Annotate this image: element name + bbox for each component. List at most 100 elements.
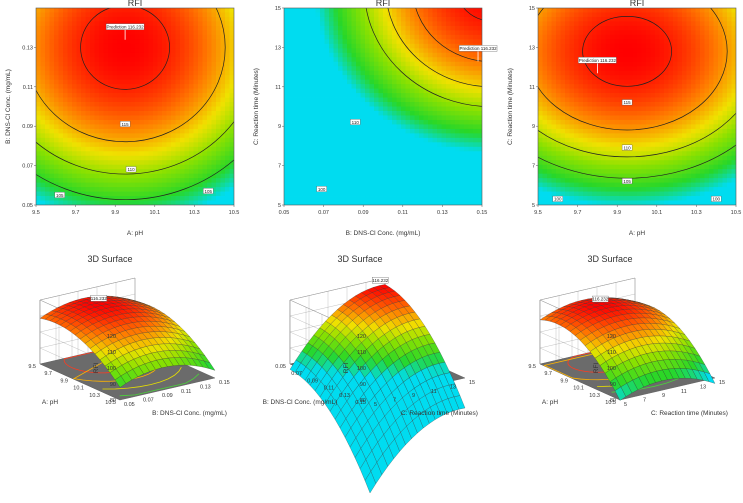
surface-plot-2: 3D Surface8090100110120RFI0.050.070.090.… xyxy=(263,254,478,493)
x1-tick-label: 0.09 xyxy=(307,378,318,384)
z-tick-label: 120 xyxy=(107,334,116,340)
contour-label: 115 xyxy=(624,100,632,105)
chart-title: 3D Surface xyxy=(587,254,632,264)
y-tick-label: 11 xyxy=(529,85,535,91)
contour-heatmap xyxy=(284,8,482,205)
x1-tick-label: 9.9 xyxy=(560,378,568,384)
y-tick-label: 7 xyxy=(532,164,535,170)
y-tick-label: 7 xyxy=(278,164,281,170)
y-axis-label: C: Reaction time (Minutes) xyxy=(507,68,514,145)
x2-tick-label: 0.13 xyxy=(200,384,211,390)
x2-tick-label: 0.15 xyxy=(219,380,230,386)
x1-tick-label: 10.5 xyxy=(605,400,616,406)
y-tick-label: 0.13 xyxy=(22,45,33,51)
x-tick-label: 0.11 xyxy=(398,210,408,216)
z-tick-label: 100 xyxy=(607,366,616,372)
x-tick-label: 9.7 xyxy=(574,210,582,216)
x-tick-label: 10.1 xyxy=(149,210,160,216)
y-tick-label: 9 xyxy=(278,124,281,130)
contour-label: 100 xyxy=(712,197,720,202)
x-tick-label: 0.05 xyxy=(279,210,290,216)
z-axis-label: RFI xyxy=(93,363,100,374)
x-axis-label: B: DNS-Cl Conc. (mg/mL) xyxy=(346,230,421,237)
contour-label: 105 xyxy=(205,189,213,194)
surface-plot-1: 3D Surface8090100110120RFI9.59.79.910.11… xyxy=(28,254,229,417)
x2-tick-label: 13 xyxy=(450,384,456,390)
z-axis-label: RFI xyxy=(593,363,600,374)
x-tick-label: 9.5 xyxy=(534,210,542,216)
z-tick-label: 110 xyxy=(107,350,116,356)
x-axis-label: A: pH xyxy=(127,230,144,237)
peak-label: 116.232 xyxy=(372,278,388,283)
x-tick-label: 10.5 xyxy=(731,210,742,216)
x2-tick-label: 11 xyxy=(431,389,437,395)
x1-tick-label: 10.3 xyxy=(89,393,100,399)
x2-tick-label: 9 xyxy=(412,393,415,399)
x1-axis-label: B: DNS-Cl Conc. (mg/mL) xyxy=(263,399,338,406)
x-tick-label: 10.3 xyxy=(189,210,200,216)
contour-label: 110 xyxy=(352,120,360,125)
prediction-label: Prediction 116.232 xyxy=(459,46,497,51)
z-tick-label: 110 xyxy=(357,350,366,356)
x2-tick-label: 7 xyxy=(643,398,646,404)
y-tick-label: 13 xyxy=(529,45,535,51)
prediction-label: Prediction 116.232 xyxy=(579,58,617,63)
y-tick-label: 11 xyxy=(275,85,281,91)
x-tick-label: 0.13 xyxy=(437,210,448,216)
x2-tick-label: 0.09 xyxy=(162,393,173,399)
x1-tick-label: 10.3 xyxy=(589,393,600,399)
peak-label: 116.232 xyxy=(91,296,107,301)
x1-tick-label: 0.15 xyxy=(355,400,366,406)
y-tick-label: 0.11 xyxy=(23,85,33,91)
x1-tick-label: 9.9 xyxy=(60,378,68,384)
y-tick-label: 5 xyxy=(532,203,535,209)
contour-heatmap xyxy=(538,8,736,205)
x1-axis-label: A: pH xyxy=(542,399,559,406)
y-tick-label: 13 xyxy=(275,45,281,51)
x2-axis-label: B: DNS-Cl Conc. (mg/mL) xyxy=(152,410,227,417)
contour-label: 100 xyxy=(554,197,562,202)
y-tick-label: 0.05 xyxy=(22,203,33,209)
x1-tick-label: 9.5 xyxy=(28,364,36,370)
contour-label: 105 xyxy=(623,179,631,184)
x1-axis-label: A: pH xyxy=(42,399,59,406)
x1-tick-label: 10.5 xyxy=(105,400,116,406)
x1-tick-label: 0.13 xyxy=(339,393,350,399)
y-tick-label: 0.09 xyxy=(22,124,33,130)
z-tick-label: 90 xyxy=(360,382,366,388)
x2-tick-label: 5 xyxy=(374,402,377,408)
x1-tick-label: 0.07 xyxy=(291,371,302,377)
chart-title: RFI xyxy=(630,0,645,8)
x-tick-label: 9.7 xyxy=(72,210,80,216)
y-tick-label: 15 xyxy=(275,6,281,12)
y-axis-label: B: DNS-Cl Conc. (mg/mL) xyxy=(5,69,12,144)
contour-heatmap xyxy=(36,8,234,205)
z-tick-label: 120 xyxy=(357,334,366,340)
x-tick-label: 9.9 xyxy=(613,210,621,216)
x-tick-label: 10.3 xyxy=(691,210,702,216)
y-tick-label: 0.07 xyxy=(22,164,33,170)
x1-tick-label: 0.11 xyxy=(324,386,334,392)
y-tick-label: 9 xyxy=(532,124,535,130)
chart-title: RFI xyxy=(376,0,391,8)
x1-tick-label: 9.7 xyxy=(44,371,52,377)
x2-tick-label: 11 xyxy=(681,389,687,395)
x2-tick-label: 0.05 xyxy=(124,402,135,408)
x2-axis-label: C: Reaction time (Minutes) xyxy=(401,410,478,417)
x2-tick-label: 5 xyxy=(624,402,627,408)
chart-title: RFI xyxy=(128,0,143,8)
x-tick-label: 0.15 xyxy=(477,210,488,216)
z-axis-label: RFI xyxy=(343,363,350,374)
contour-label: 110 xyxy=(624,145,632,150)
x1-tick-label: 10.1 xyxy=(73,386,84,392)
x1-tick-label: 0.05 xyxy=(275,364,286,370)
x2-tick-label: 0.07 xyxy=(143,398,154,404)
x-axis-label: A: pH xyxy=(629,230,646,237)
y-tick-label: 5 xyxy=(278,203,281,209)
x1-tick-label: 9.7 xyxy=(544,371,552,377)
y-tick-label: 15 xyxy=(529,6,535,12)
contour-label: 110 xyxy=(127,167,135,172)
